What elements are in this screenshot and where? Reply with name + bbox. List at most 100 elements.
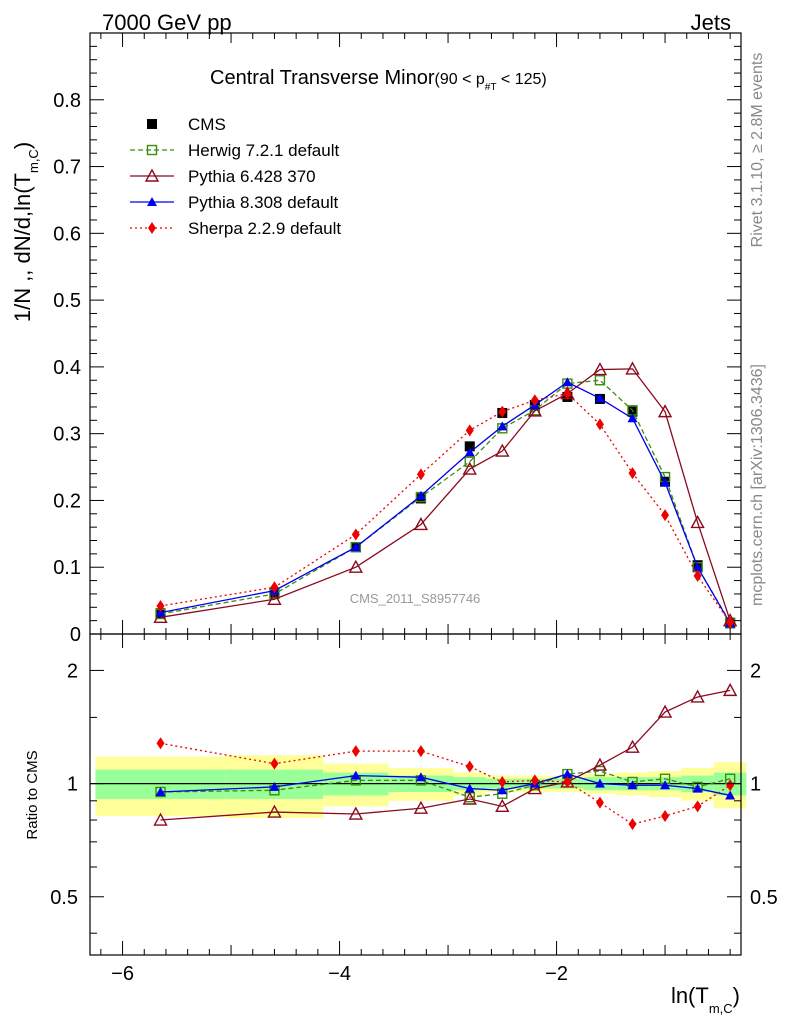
title-end: < 125) <box>496 71 546 88</box>
legend-label-pythia-8-308-default: Pythia 8.308 default <box>188 193 339 212</box>
ratio-point-pythia-6-428-370 <box>527 781 543 795</box>
data-point-cms <box>464 441 475 452</box>
data-point-sherpa-2-2-9-default <box>270 581 279 594</box>
data-point-sherpa-2-2-9-default <box>416 468 425 481</box>
data-point-pythia-6-428-370 <box>592 362 608 376</box>
data-point-sherpa-2-2-9-default <box>661 509 670 522</box>
data-point-pythia-6-428-370 <box>413 517 429 531</box>
data-point-pythia-6-428-370 <box>462 461 477 475</box>
main-series-layer <box>153 361 738 629</box>
data-point-pythia-8-308-default <box>594 393 605 403</box>
data-point-sherpa-2-2-9-default <box>628 467 637 480</box>
series-line-sherpa-2-2-9-default <box>160 392 731 624</box>
ratio-point-pythia-6-428-370 <box>690 689 705 703</box>
watermark: CMS_2011_S8957746 <box>350 591 481 606</box>
ratio-point-pythia-8-308-default <box>155 786 166 796</box>
data-point-herwig-7-2-1-default <box>464 456 475 467</box>
ratio-point-pythia-6-428-370 <box>592 757 608 771</box>
ylabel-main: 1/N ,, dN/d,ln(T <box>10 173 35 322</box>
data-point-pythia-6-428-370 <box>495 443 510 457</box>
ratio-point-sherpa-2-2-9-default <box>498 775 507 788</box>
y-tick-label: 0.8 <box>53 90 81 112</box>
data-point-pythia-8-308-default <box>155 607 166 617</box>
xlabel-sub: m,C <box>709 1001 733 1016</box>
ratio-point-sherpa-2-2-9-default <box>351 745 360 758</box>
ratio-tick-label-right: 1 <box>750 774 761 796</box>
data-point-herwig-7-2-1-default <box>594 375 606 386</box>
data-point-pythia-6-428-370 <box>625 361 640 375</box>
ratio-point-pythia-6-428-370 <box>413 800 429 814</box>
data-point-sherpa-2-2-9-default <box>498 405 507 418</box>
data-point-pythia-8-308-default <box>692 562 703 572</box>
data-point-pythia-6-428-370 <box>527 403 543 417</box>
legend-marker-pythia-8-308-default <box>147 197 157 206</box>
data-point-sherpa-2-2-9-default <box>465 424 474 437</box>
xlabel-end: ) <box>733 983 740 1008</box>
y-tick-label: 0.3 <box>53 424 81 446</box>
legend-marker-herwig-7-2-1-default <box>146 144 158 156</box>
ylabel-sub: m,C <box>26 149 41 173</box>
data-point-pythia-8-308-default <box>350 542 361 552</box>
legend-label-sherpa-2-2-9-default: Sherpa 2.2.9 default <box>188 219 341 238</box>
ratio-point-pythia-8-308-default <box>562 769 573 779</box>
energy-label: 7000 GeV pp <box>102 10 232 35</box>
x-axis-label: ln(Tm,C) <box>671 983 740 1016</box>
ratio-point-pythia-8-308-default <box>497 785 508 795</box>
legend-marker-cms <box>147 119 157 129</box>
ratio-point-pythia-6-428-370 <box>722 682 738 697</box>
ratio-point-sherpa-2-2-9-default <box>530 774 539 787</box>
ratio-point-pythia-6-428-370 <box>657 704 673 718</box>
y-tick-label: 0.6 <box>53 223 81 245</box>
ratio-point-sherpa-2-2-9-default <box>563 775 572 788</box>
ratio-point-pythia-8-308-default <box>627 780 638 790</box>
ratio-point-sherpa-2-2-9-default <box>270 757 279 770</box>
ratio-point-pythia-8-308-default <box>350 770 361 780</box>
ratio-point-pythia-8-308-default <box>464 783 475 793</box>
y-axis-label: 1/N ,, dN/d,ln(Tm,C) <box>10 142 41 322</box>
ratio-point-pythia-8-308-default <box>660 780 671 790</box>
ratio-tick-label-left: 0.5 <box>50 887 78 909</box>
ratio-point-pythia-8-308-default <box>269 781 280 791</box>
data-point-sherpa-2-2-9-default <box>595 418 604 431</box>
title-sub: #T <box>485 82 497 93</box>
ratio-point-sherpa-2-2-9-default <box>661 809 670 822</box>
ratio-tick-label-right: 2 <box>750 660 761 682</box>
legend-label-herwig-7-2-1-default: Herwig 7.2.1 default <box>188 141 339 160</box>
data-point-pythia-6-428-370 <box>348 559 364 573</box>
x-tick-label: −6 <box>111 963 134 985</box>
data-point-pythia-6-428-370 <box>153 609 168 624</box>
axis-ticks: −6 −4 −2 0 0.1 0.2 0.3 0.4 0.5 0.6 0.7 0.8 0.5 0.5 1 1 2… <box>50 33 778 985</box>
legend-marker-pythia-6-428-370 <box>144 168 160 182</box>
ratio-point-pythia-6-428-370 <box>625 739 640 753</box>
data-point-sherpa-2-2-9-default <box>156 599 165 612</box>
ratio-point-sherpa-2-2-9-default <box>595 796 604 809</box>
y-tick-label: 0.4 <box>53 357 81 379</box>
data-point-sherpa-2-2-9-default <box>726 616 735 629</box>
ratio-point-pythia-8-308-default <box>692 783 703 793</box>
title-range: (90 < p <box>435 71 485 88</box>
ratio-frame <box>89 633 742 956</box>
series-line-herwig-7-2-1-default <box>160 379 731 623</box>
y-tick-label: 0.5 <box>53 290 81 312</box>
series-line-pythia-6-428-370 <box>160 368 731 621</box>
xlabel-main: ln(T <box>671 983 709 1008</box>
data-point-pythia-8-308-default <box>497 421 508 431</box>
data-point-sherpa-2-2-9-default <box>693 569 702 582</box>
ratio-point-pythia-8-308-default <box>594 778 605 788</box>
ratio-series-layer <box>153 682 738 831</box>
y-tick-label: 0.1 <box>53 557 81 579</box>
data-point-pythia-6-428-370 <box>657 404 673 418</box>
ratio-point-pythia-6-428-370 <box>462 791 477 805</box>
data-point-pythia-6-428-370 <box>690 515 705 529</box>
legend-label-cms: CMS <box>188 115 226 134</box>
legend-label-pythia-6-428-370: Pythia 6.428 370 <box>188 167 316 186</box>
ratio-point-sherpa-2-2-9-default <box>416 745 425 758</box>
y-tick-label: 0.2 <box>53 490 81 512</box>
ratio-point-pythia-6-428-370 <box>267 804 282 818</box>
ratio-point-sherpa-2-2-9-default <box>156 737 165 750</box>
legend: CMS Herwig 7.2.1 default Pythia 6.428 370 P… <box>130 115 341 238</box>
y-tick-label: 0.7 <box>53 157 81 179</box>
title-main: Central Transverse Minor <box>210 67 435 89</box>
y-tick-label: 0 <box>70 624 81 646</box>
